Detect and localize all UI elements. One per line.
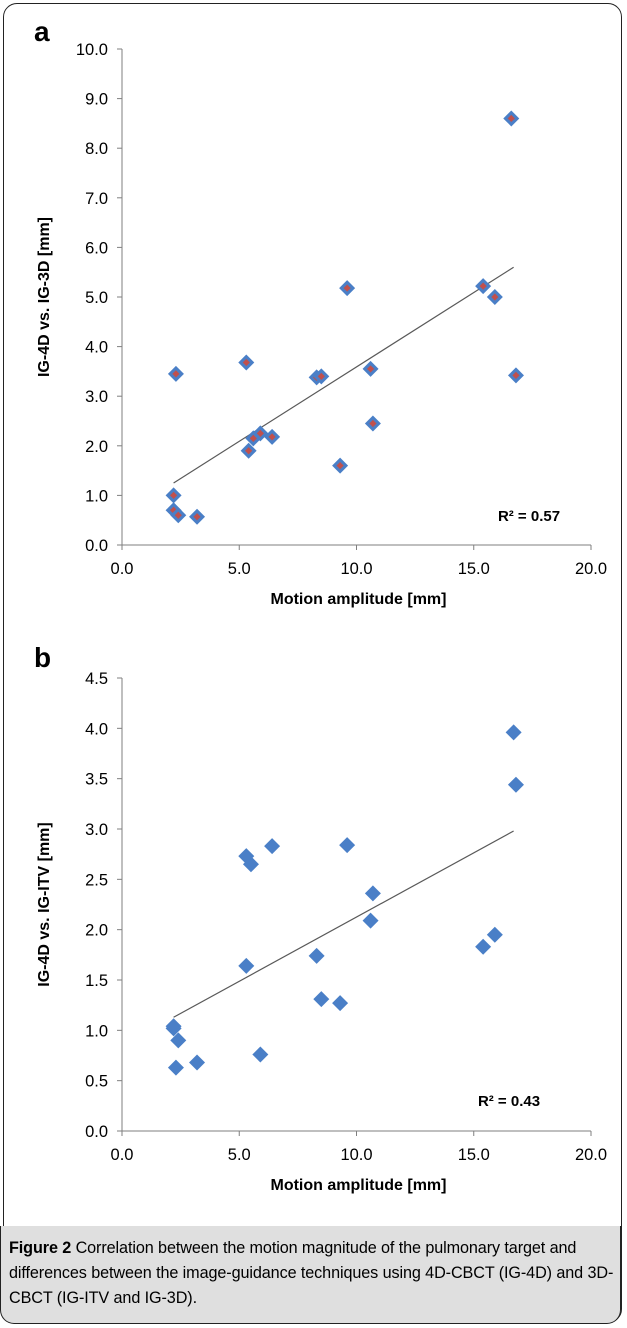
trend-line xyxy=(173,266,514,484)
data-point xyxy=(238,957,255,974)
x-tick-label: 15.0 xyxy=(458,1146,490,1164)
y-tick-label: 0.5 xyxy=(85,1073,108,1091)
data-point-center xyxy=(172,370,180,378)
data-point xyxy=(167,1059,184,1076)
figure-frame xyxy=(3,3,622,1323)
data-point xyxy=(252,1046,269,1063)
panel-a-chart: a 0.0 1.0 2.0 3.0 4.0 5.0 6.0 7.0 8.0 9.0 10.0 0.0 5.… xyxy=(34,16,607,608)
x-tick-label: 0.0 xyxy=(111,560,134,578)
data-point xyxy=(332,995,349,1012)
caption-lead: Figure 2 xyxy=(9,1239,72,1257)
y-tick-label: 0.0 xyxy=(85,1123,108,1141)
x-tick-label: 15.0 xyxy=(458,560,490,578)
data-point xyxy=(339,837,356,854)
data-point-center xyxy=(366,365,375,373)
data-point xyxy=(313,991,330,1008)
data-point-center xyxy=(256,429,264,437)
y-tick-label: 1.0 xyxy=(85,1022,108,1040)
y-tick-label: 4.5 xyxy=(85,670,108,688)
y-tick-label: 5.0 xyxy=(85,289,108,307)
x-tick-label: 20.0 xyxy=(575,560,607,578)
data-point xyxy=(170,1032,187,1049)
y-tick-label: 8.0 xyxy=(85,140,108,158)
figure-caption: Figure 2 Correlation between the motion … xyxy=(9,1236,614,1311)
data-point xyxy=(189,1054,206,1071)
data-point-center xyxy=(169,491,178,499)
panel-b-chart: b 0.0 0.5 1.0 1.5 2.0 2.5 3.0 3.5 4.0 4.5 0.0 5.0 10.… xyxy=(34,642,607,1194)
data-point xyxy=(165,1020,182,1037)
y-tick-label: 0.0 xyxy=(85,537,108,555)
data-point-center xyxy=(479,282,487,290)
r-squared-label: R² = 0.43 xyxy=(478,1093,540,1110)
x-tick-label: 20.0 xyxy=(575,1146,607,1164)
panel-label: a xyxy=(34,16,50,47)
y-tick-label: 9.0 xyxy=(85,91,108,109)
data-point-center xyxy=(174,511,182,519)
data-point xyxy=(505,724,522,741)
y-tick-label: 2.0 xyxy=(85,438,108,456)
x-axis-title: Motion amplitude [mm] xyxy=(271,591,447,608)
x-tick-label: 10.0 xyxy=(340,1146,372,1164)
y-tick-label: 6.0 xyxy=(85,239,108,257)
data-point-center xyxy=(242,358,250,367)
y-tick-label: 4.0 xyxy=(85,339,108,357)
y-axis-title: IG-4D vs. IG-ITV [mm] xyxy=(36,822,53,986)
data-point xyxy=(362,912,379,929)
data-point xyxy=(364,885,381,902)
y-axis-title: IG-4D vs. IG-3D [mm] xyxy=(36,217,53,377)
data-point xyxy=(486,926,503,943)
data-point xyxy=(242,856,259,873)
r-squared-label: R² = 0.57 xyxy=(498,508,560,525)
y-tick-label: 1.5 xyxy=(85,972,108,990)
data-point-center xyxy=(193,513,201,521)
data-point xyxy=(475,938,492,955)
y-tick-label: 1.0 xyxy=(85,487,108,505)
data-point-center xyxy=(507,114,515,123)
data-point xyxy=(264,838,281,855)
x-tick-label: 10.0 xyxy=(340,560,372,578)
panel-label: b xyxy=(34,642,51,673)
y-tick-label: 3.0 xyxy=(85,388,108,406)
x-tick-label: 5.0 xyxy=(228,560,251,578)
data-point-center xyxy=(169,506,178,514)
data-point-center xyxy=(512,371,520,379)
x-tick-label: 0.0 xyxy=(111,1146,134,1164)
y-tick-label: 7.0 xyxy=(85,190,108,208)
data-point-center xyxy=(245,447,253,455)
y-tick-label: 4.0 xyxy=(85,720,108,738)
data-point-center xyxy=(369,419,377,428)
caption-text: Correlation between the motion magnitude… xyxy=(9,1239,614,1307)
x-tick-label: 5.0 xyxy=(228,1146,251,1164)
data-point-center xyxy=(336,462,344,470)
data-point-center xyxy=(317,372,325,380)
data-point-center xyxy=(491,293,499,301)
data-point-center xyxy=(249,434,257,442)
data-point-center xyxy=(343,284,351,292)
x-axis-title: Motion amplitude [mm] xyxy=(271,1177,447,1194)
y-tick-label: 2.0 xyxy=(85,922,108,940)
data-point xyxy=(507,776,524,793)
data-point xyxy=(308,947,325,964)
y-tick-label: 10.0 xyxy=(76,41,108,59)
data-point-center xyxy=(268,433,276,441)
caption-box: Figure 2 Correlation between the motion … xyxy=(0,1226,621,1324)
y-tick-label: 2.5 xyxy=(85,871,108,889)
y-tick-label: 3.5 xyxy=(85,771,108,789)
trend-line xyxy=(173,830,514,1018)
y-tick-label: 3.0 xyxy=(85,821,108,839)
